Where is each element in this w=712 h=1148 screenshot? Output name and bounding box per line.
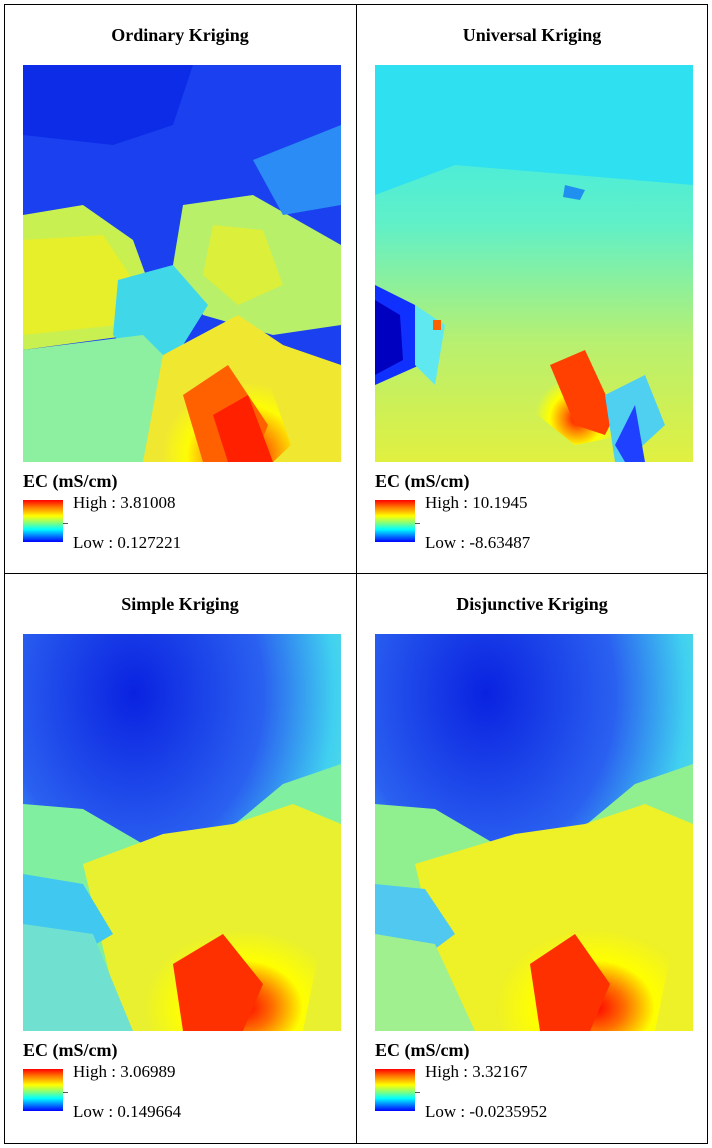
divider-horizontal (5, 573, 707, 574)
legend-title: EC (mS/cm) (23, 1040, 118, 1060)
interpolation-map (23, 634, 341, 1031)
legend-low-label: Low : 0.127221 (73, 533, 182, 552)
interpolation-map (375, 65, 693, 462)
interpolation-map (375, 634, 693, 1031)
legend-low-label: Low : -8.63487 (425, 533, 531, 552)
panel-title: Disjunctive Kriging (456, 594, 608, 614)
legend-tick (415, 523, 420, 524)
legend-color-ramp (23, 500, 63, 542)
legend-high-label: High : 10.1945 (425, 493, 528, 512)
panel-title: Ordinary Kriging (111, 25, 249, 45)
legend-tick (415, 1092, 420, 1093)
legend-tick (63, 1092, 68, 1093)
panel-universal-kriging: Universal Kriging (357, 5, 707, 572)
figure-grid: Ordinary Kriging (4, 4, 708, 1144)
panel-ordinary-kriging: Ordinary Kriging (5, 5, 355, 572)
legend-low-label: Low : -0.0235952 (425, 1102, 548, 1121)
panel-simple-kriging: Simple Kriging (5, 574, 355, 1141)
legend-low-label: Low : 0.149664 (73, 1102, 182, 1121)
legend-color-ramp (375, 500, 415, 542)
divider-vertical (356, 5, 357, 1143)
legend-title: EC (mS/cm) (375, 1040, 470, 1060)
legend-title: EC (mS/cm) (375, 471, 470, 491)
panel-title: Universal Kriging (462, 25, 602, 45)
legend-color-ramp (375, 1069, 415, 1111)
panel-title: Simple Kriging (121, 594, 239, 614)
legend-high-label: High : 3.81008 (73, 493, 176, 512)
legend-title: EC (mS/cm) (23, 471, 118, 491)
interpolation-map (23, 65, 341, 462)
panel-disjunctive-kriging: Disjunctive Kriging (357, 574, 707, 1141)
legend-high-label: High : 3.06989 (73, 1062, 176, 1081)
legend-color-ramp (23, 1069, 63, 1111)
legend-tick (63, 523, 68, 524)
legend-high-label: High : 3.32167 (425, 1062, 528, 1081)
